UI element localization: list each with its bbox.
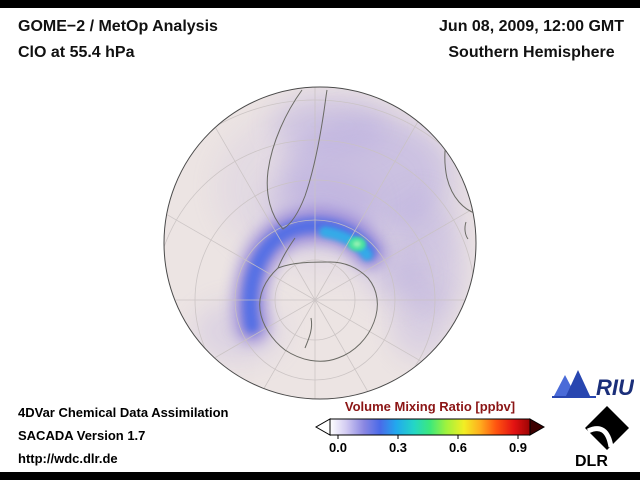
graticule-meridian xyxy=(314,149,476,301)
graticule-meridian xyxy=(164,299,316,399)
colorbar-title: Volume Mixing Ratio [ppbv] xyxy=(344,399,516,414)
globe-rim xyxy=(163,86,477,400)
dlr-emblem-swoosh xyxy=(586,426,614,448)
riu-peak-icon xyxy=(566,370,590,396)
clo-data-field xyxy=(194,95,475,362)
colorbar-tick-label: 0.3 xyxy=(389,440,407,455)
product-title-block: GOME−2 / MetOp Analysis ClO at 55.4 hPa xyxy=(18,14,218,66)
dlr-emblem-icon xyxy=(585,406,629,450)
product-level: ClO at 55.4 hPa xyxy=(18,44,135,61)
plume-top-center xyxy=(272,95,388,155)
bottom-black-bar xyxy=(0,472,640,480)
wdc-url: http://wdc.dlr.de xyxy=(18,451,118,466)
hemisphere-map xyxy=(163,86,477,400)
assimilation-label: 4DVar Chemical Data Assimilation xyxy=(18,405,229,420)
datetime-block: Jun 08, 2009, 12:00 GMT Southern Hemisph… xyxy=(439,14,624,66)
footer-text-block: 4DVar Chemical Data Assimilation SACADA … xyxy=(18,401,229,470)
colorbar-tick-label: 0.6 xyxy=(449,440,467,455)
clo-hotspot-core xyxy=(353,241,361,247)
coast-antarctica xyxy=(259,261,378,362)
coast-ross-shelf xyxy=(304,317,313,349)
colorbar-tick-label: 0.0 xyxy=(329,440,347,455)
riu-logo-text: RIU xyxy=(596,375,634,400)
colorbar-gradient-bar xyxy=(329,418,531,436)
dlr-logo-text: DLR xyxy=(575,453,608,470)
analysis-datetime: Jun 08, 2009, 12:00 GMT xyxy=(439,18,624,35)
plume-connector xyxy=(365,254,425,302)
version-label: SACADA Version 1.7 xyxy=(18,428,146,443)
colorbar-tick-marks xyxy=(337,435,519,439)
colorbar-right-arrow xyxy=(529,418,545,436)
coast-antarctic-peninsula xyxy=(277,237,296,269)
graticule-meridian xyxy=(314,299,466,399)
colorbar-left-arrow xyxy=(315,418,331,436)
graticule xyxy=(164,87,476,399)
product-title: GOME−2 / MetOp Analysis xyxy=(18,18,218,35)
riu-logo: RIU xyxy=(552,370,634,400)
colorbar-tick-label: 0.9 xyxy=(509,440,527,455)
graticule-meridian xyxy=(164,87,316,301)
colorbar: 0.0 0.3 0.6 0.9 xyxy=(315,418,545,455)
colorbar-tick-labels: 0.0 0.3 0.6 0.9 xyxy=(329,440,527,455)
top-black-bar xyxy=(0,0,640,8)
coast-south-america xyxy=(266,89,328,230)
dlr-logo: DLR xyxy=(575,406,629,470)
hemisphere-label: Southern Hemisphere xyxy=(448,44,615,61)
coast-madagascar xyxy=(464,221,469,240)
graticule-meridian xyxy=(314,87,466,301)
